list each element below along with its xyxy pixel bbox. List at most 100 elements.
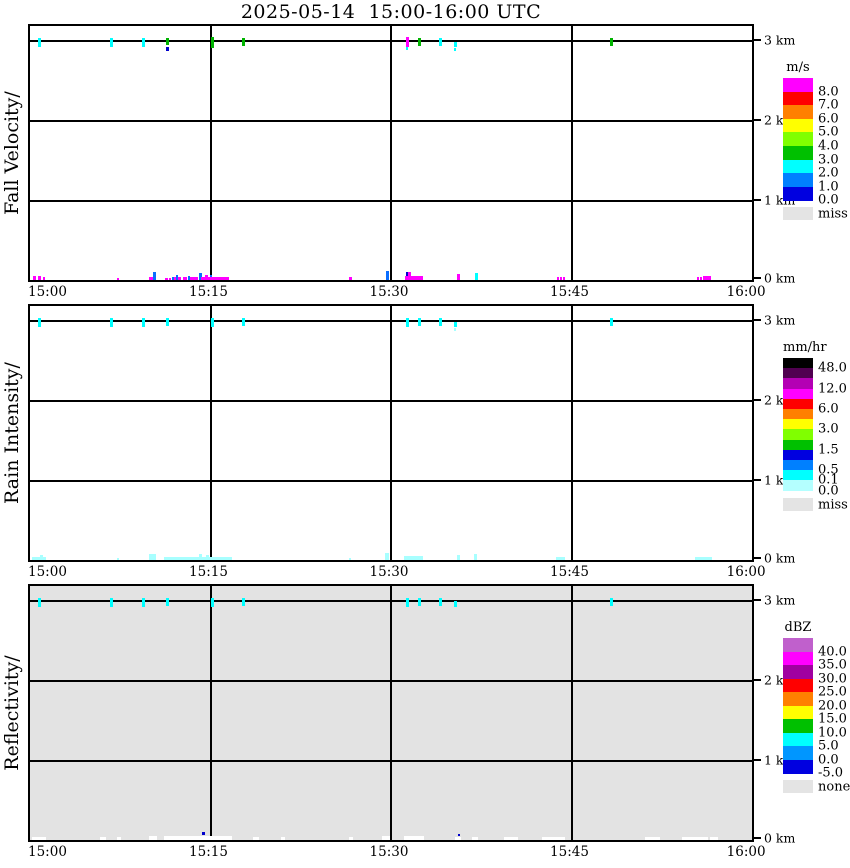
- echo-mark: [454, 322, 457, 327]
- echo-mark: [542, 837, 560, 840]
- legend-value-label: 6.0: [818, 111, 839, 127]
- height-tick: [754, 557, 761, 559]
- echo-mark: [242, 38, 245, 46]
- plot-area-rain-intensity: [28, 304, 754, 562]
- legend-miss-band: [783, 207, 813, 221]
- echo-mark: [38, 598, 41, 607]
- echo-mark: [242, 598, 245, 606]
- echo-mark: [169, 278, 171, 280]
- echo-mark: [199, 273, 202, 280]
- legend-value-label: 2.0: [818, 165, 839, 181]
- legend-value-label: 1.0: [818, 179, 839, 195]
- legend-value-label: 12.0: [818, 381, 847, 397]
- echo-mark: [555, 837, 565, 840]
- echo-mark: [176, 275, 178, 280]
- gridline-1530: [390, 26, 392, 280]
- legend-color-band: [783, 91, 813, 106]
- plot-area-reflectivity: [28, 584, 754, 842]
- echo-mark: [38, 276, 41, 280]
- height-label: 3 km: [764, 592, 796, 608]
- echo-mark: [706, 276, 711, 280]
- height-label: 0 km: [764, 830, 796, 846]
- plot-area-fall-velocity: [28, 24, 754, 282]
- height-tick: [754, 277, 761, 279]
- time-tick-label: 15:45: [550, 284, 589, 300]
- height-tick: [754, 399, 761, 401]
- legend-value-label: 4.0: [818, 138, 839, 154]
- echo-mark: [110, 598, 113, 607]
- legend-color-band: [783, 638, 813, 652]
- legend-value-label: 10.0: [818, 725, 847, 740]
- legend-color-band: [783, 705, 813, 720]
- legend-color-band: [783, 173, 813, 188]
- echo-mark: [700, 277, 702, 280]
- legend-value-label: 20.0: [818, 698, 847, 713]
- height-tick: [754, 479, 761, 481]
- echo-mark: [406, 37, 409, 47]
- echo-mark: [164, 836, 232, 840]
- echo-mark: [100, 837, 106, 840]
- legend-color-band: [783, 159, 813, 174]
- echo-mark: [457, 555, 460, 560]
- legend-value-label: 15.0: [818, 711, 847, 727]
- echo-mark: [697, 277, 699, 280]
- time-tick-label: 16:00: [726, 564, 766, 580]
- legend-color-band: [783, 186, 813, 201]
- echo-mark: [142, 38, 145, 47]
- legend-value-label: 0.5: [818, 462, 839, 478]
- echo-mark: [504, 837, 518, 840]
- legend-value-label: 0.0: [818, 192, 839, 208]
- legend-color-band: [783, 358, 813, 369]
- legend-value-label: 1.5: [818, 442, 839, 458]
- time-axis-labels: 15:00 15:15 15:30 15:45 16:00: [28, 284, 766, 302]
- time-tick-label: 15:00: [28, 564, 67, 580]
- echo-mark: [33, 276, 36, 280]
- legend-value-label: 3.0: [818, 421, 839, 437]
- legend-value-label: 7.0: [818, 97, 839, 113]
- legend-color-band: [783, 460, 813, 471]
- echo-mark: [439, 598, 442, 606]
- y-axis-title-reflectivity: Reflectivity/: [1, 655, 23, 771]
- gridline-1515: [209, 586, 212, 840]
- echo-mark: [418, 38, 421, 46]
- gridline-1545: [570, 586, 573, 840]
- panel-rain-intensity: Rain Intensity/ 3 km 2 km 1 km 0 km 15:00 15…: [1, 304, 848, 580]
- legend-miss-band: [783, 780, 813, 793]
- echo-mark: [385, 553, 389, 560]
- time-tick-label: 16:00: [726, 284, 766, 300]
- legend-color-band: [783, 651, 813, 666]
- legend-value-label: 0.1: [818, 472, 839, 488]
- legend-title: dBZ: [784, 620, 812, 635]
- height-tick: [754, 759, 761, 761]
- height-label: 0 km: [764, 270, 796, 286]
- echo-mark: [474, 554, 477, 560]
- legend-value-label: 25.0: [818, 684, 847, 700]
- echo-mark: [454, 42, 457, 47]
- time-tick-label: 15:45: [550, 844, 589, 860]
- legend-color-band: [783, 146, 813, 161]
- legend-value-label: 35.0: [818, 657, 847, 673]
- echo-mark: [695, 557, 712, 560]
- echo-mark: [710, 837, 718, 840]
- time-tick-label: 15:30: [369, 844, 409, 860]
- echo-mark: [610, 598, 613, 606]
- echo-mark: [117, 278, 119, 280]
- echo-mark: [166, 47, 169, 51]
- legend-value-label: 6.0: [818, 401, 839, 417]
- time-tick-label: 15:30: [369, 564, 409, 580]
- echo-mark: [458, 834, 460, 836]
- panel-fall-velocity: Fall Velocity/ 3 km 2 km 1 km 0 km 15:00 15:…: [1, 24, 848, 300]
- gridline-1545: [570, 26, 573, 280]
- time-tick-label: 15:00: [28, 284, 67, 300]
- echo-mark: [349, 558, 351, 560]
- height-tick: [754, 319, 761, 321]
- echo-mark: [703, 276, 706, 280]
- figure-title: 2025-05-14 15:00-16:00 UTC: [240, 1, 542, 23]
- time-tick-label: 15:00: [28, 844, 67, 860]
- echo-mark: [557, 277, 559, 280]
- echo-mark: [32, 837, 46, 840]
- panel-reflectivity: Reflectivity/ 3 km 2 km 1 km 0 km 15:00 15:1…: [1, 584, 850, 860]
- legend-color-band: [783, 409, 813, 420]
- echo-mark: [165, 278, 168, 280]
